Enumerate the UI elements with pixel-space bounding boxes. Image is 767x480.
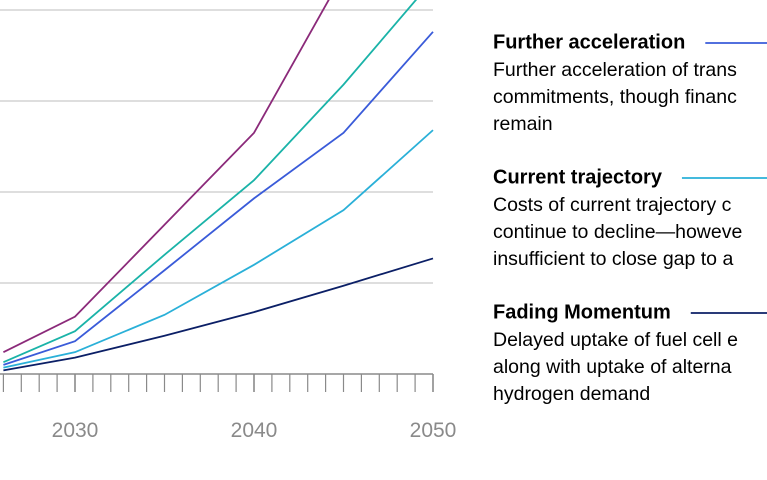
legend-label: Fading Momentum	[493, 301, 671, 323]
series-line	[3, 129, 434, 369]
legend: Further acceleration Further acceleration…	[493, 31, 767, 405]
x-axis: 2030 2040 2050	[0, 373, 457, 442]
legend-description: hydrogen demand	[493, 383, 650, 405]
legend-description: Delayed uptake of fuel cell e	[493, 329, 738, 351]
legend-description: along with uptake of alterna	[493, 356, 732, 378]
lines	[3, 0, 434, 372]
legend-description: continue to decline—howeve	[493, 221, 742, 243]
legend-description: Further acceleration of trans	[493, 59, 737, 81]
x-tick-label: 2040	[231, 419, 278, 442]
series-line	[3, 0, 418, 363]
series-line	[3, 257, 434, 372]
legend-description: remain	[493, 113, 553, 135]
series-line	[3, 0, 330, 353]
legend-description: Costs of current trajectory c	[493, 194, 732, 216]
series-line	[3, 31, 434, 366]
x-tick-label: 2050	[410, 419, 457, 442]
legend-description: commitments, though financ	[493, 86, 737, 108]
x-tick-label: 2030	[52, 419, 99, 442]
legend-label: Further acceleration	[493, 31, 685, 53]
grid	[0, 9, 433, 284]
legend-label: Current trajectory	[493, 166, 663, 188]
legend-description: insufficient to close gap to a	[493, 248, 733, 270]
